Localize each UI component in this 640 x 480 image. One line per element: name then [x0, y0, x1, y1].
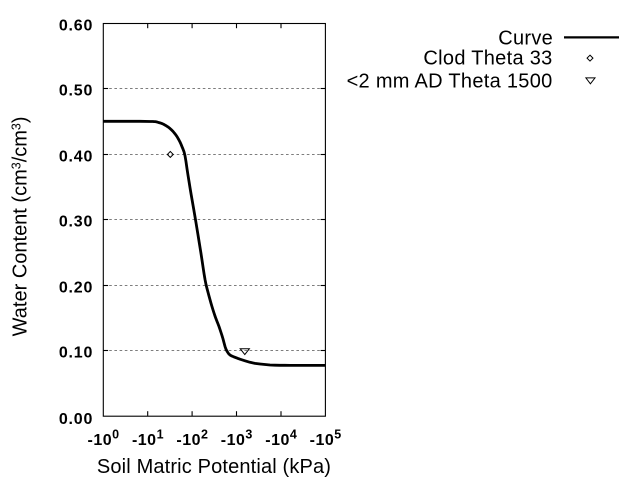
svg-text:-100: -100: [88, 428, 120, 449]
svg-text:0.20: 0.20: [59, 280, 93, 297]
svg-text:0.00: 0.00: [59, 411, 93, 428]
svg-text:-102: -102: [176, 428, 208, 449]
svg-text:Soil Matric Potential (kPa): Soil Matric Potential (kPa): [97, 456, 331, 478]
svg-text:Clod Theta 33: Clod Theta 33: [423, 47, 552, 69]
svg-text:Water Content (cm3/cm3): Water Content (cm3/cm3): [10, 116, 32, 336]
svg-text:0.60: 0.60: [59, 18, 93, 35]
svg-text:0.30: 0.30: [59, 214, 93, 231]
svg-text:-101: -101: [132, 428, 164, 449]
svg-text:-103: -103: [221, 428, 253, 449]
svg-text:0.40: 0.40: [59, 149, 93, 166]
svg-text:0.50: 0.50: [59, 83, 93, 100]
svg-text:0.10: 0.10: [59, 345, 93, 362]
svg-text:Curve: Curve: [498, 28, 553, 50]
svg-text:-105: -105: [310, 428, 342, 449]
svg-text:<2 mm AD Theta 1500: <2 mm AD Theta 1500: [347, 70, 553, 92]
svg-text:-104: -104: [265, 428, 297, 449]
